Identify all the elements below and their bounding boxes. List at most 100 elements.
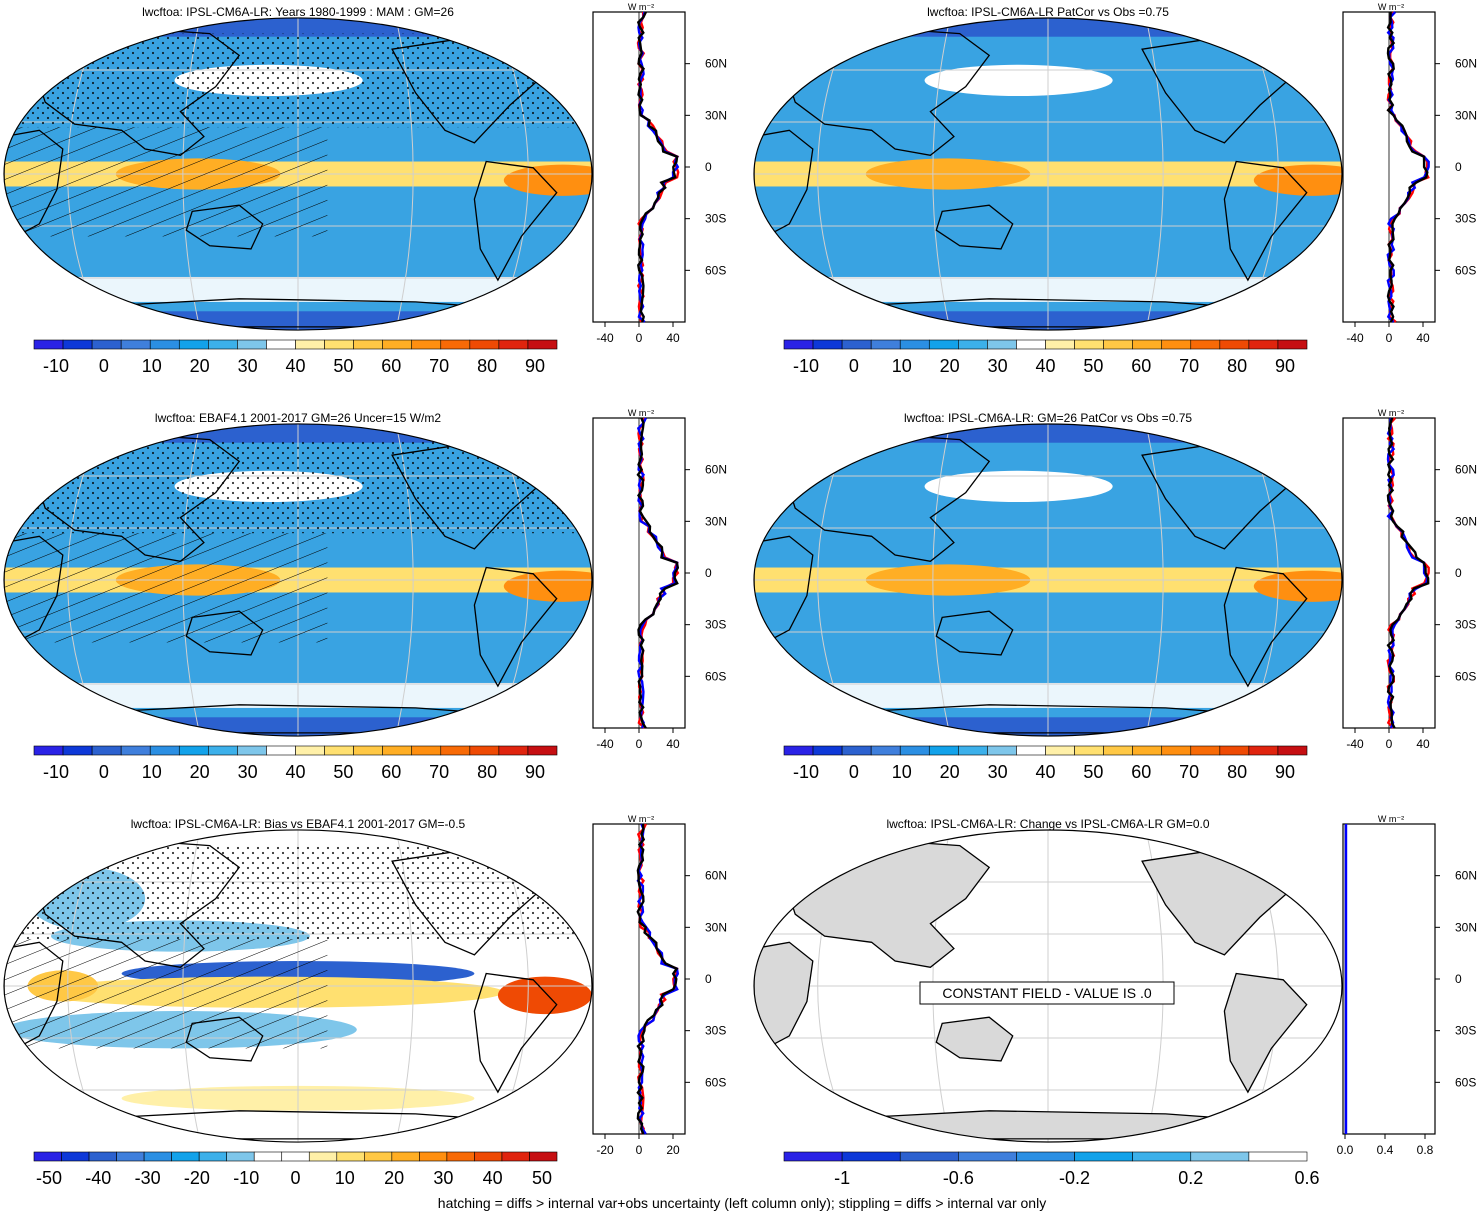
colorbar-label: -1 xyxy=(834,1168,850,1188)
colorbar-label: 50 xyxy=(1083,356,1103,376)
map xyxy=(3,829,593,1143)
colorbar-label: 50 xyxy=(333,762,353,782)
colorbar-label: 0 xyxy=(99,356,109,376)
lat-label: 60N xyxy=(705,869,727,883)
lat-label: 60N xyxy=(1455,463,1477,477)
lat-label: 0 xyxy=(705,566,712,580)
profile-tick: -40 xyxy=(596,331,614,345)
colorbar-label: 50 xyxy=(333,356,353,376)
colorbar-label: 30 xyxy=(238,762,258,782)
colorbar-label: 90 xyxy=(1275,762,1295,782)
colorbar-label: 70 xyxy=(429,356,449,376)
lat-label: 30N xyxy=(1455,108,1477,122)
colorbar-label: 80 xyxy=(1227,762,1247,782)
lat-label: 60N xyxy=(1455,869,1477,883)
profile-tick: -20 xyxy=(596,1143,614,1157)
colorbar-label: 70 xyxy=(429,762,449,782)
colorbar-label: -10 xyxy=(793,356,819,376)
profile-tick: 0 xyxy=(636,1143,643,1157)
lat-label: 60S xyxy=(705,263,726,277)
lat-label: 60S xyxy=(705,669,726,683)
lat-label: 0 xyxy=(705,160,712,174)
map xyxy=(753,17,1343,331)
map-border xyxy=(3,423,593,737)
colorbar-label: 50 xyxy=(1083,762,1103,782)
lat-label: 30N xyxy=(705,920,727,934)
lat-label: 30S xyxy=(705,212,726,226)
lat-label: 30S xyxy=(1455,618,1476,632)
map-border xyxy=(753,17,1343,331)
lat-label: 30S xyxy=(705,618,726,632)
profile-unit: W m⁻² xyxy=(628,2,654,12)
continent-asia xyxy=(782,432,991,562)
colorbar-label: -40 xyxy=(85,1168,111,1188)
colorbar-label: 30 xyxy=(238,356,258,376)
colorbar-label: -10 xyxy=(43,762,69,782)
panel-title: lwcftoa: IPSL-CM6A-LR: GM=26 PatCor vs O… xyxy=(904,411,1192,425)
lat-label: 60N xyxy=(705,463,727,477)
colorbar-label: 30 xyxy=(433,1168,453,1188)
map-border xyxy=(753,423,1343,737)
colorbar-label: 90 xyxy=(525,762,545,782)
colorbar-label: 0.6 xyxy=(1294,1168,1319,1188)
profile-mean-line xyxy=(1386,417,1430,729)
profile-tick: 20 xyxy=(666,1143,680,1157)
lat-label: 30S xyxy=(705,1024,726,1038)
continent-australia xyxy=(935,204,1014,250)
profile-unit: W m⁻² xyxy=(628,814,654,824)
panel-title: lwcftoa: EBAF4.1 2001-2017 GM=26 Uncer=1… xyxy=(155,411,441,425)
lat-label: 60N xyxy=(1455,57,1477,71)
zonal-profile: W m⁻² 60N 30N 0 30S 60S -40 0 40 xyxy=(1342,408,1477,751)
colorbar: -10 0 10 20 30 40 50 60 70 80 90 xyxy=(33,339,558,376)
lat-label: 60S xyxy=(1455,1075,1476,1089)
colorbar-label: -10 xyxy=(43,356,69,376)
lat-label: 0 xyxy=(1455,972,1462,986)
continent-australia xyxy=(935,610,1014,656)
lat-label: 30N xyxy=(1455,514,1477,528)
colorbar-label: 40 xyxy=(285,356,305,376)
lat-label: 30S xyxy=(1455,212,1476,226)
map xyxy=(3,17,593,331)
colorbar-label: 10 xyxy=(892,762,912,782)
colorbar-label: 80 xyxy=(477,762,497,782)
panel-title: lwcftoa: IPSL-CM6A-LR: Years 1980-1999 :… xyxy=(142,5,454,19)
continent-australia xyxy=(935,1016,1014,1062)
colorbar: -1 -0.6 -0.2 0.2 0.6 xyxy=(783,1151,1320,1188)
colorbar-label: 40 xyxy=(285,762,305,782)
profile-tick: -40 xyxy=(1346,331,1364,345)
colorbar-label: 20 xyxy=(190,762,210,782)
colorbar-label: 10 xyxy=(335,1168,355,1188)
footnote: hatching = diffs > internal var+obs unce… xyxy=(438,1195,1046,1211)
zonal-profile: W m⁻² 60N 30N 0 30S 60S 0.0 0.4 0.8 xyxy=(1337,814,1477,1157)
panel-4: lwcftoa: IPSL-CM6A-LR: GM=26 PatCor vs O… xyxy=(753,408,1477,782)
lat-label: 30S xyxy=(1455,1024,1476,1038)
lat-label: 0 xyxy=(1455,160,1462,174)
profile-tick: 0 xyxy=(636,331,643,345)
panel-2: lwcftoa: IPSL-CM6A-LR PatCor vs Obs =0.7… xyxy=(753,2,1477,376)
zonal-profile: W m⁻² 60N 30N 0 30S 60S -40 0 40 xyxy=(592,408,727,751)
continent-asia xyxy=(782,26,991,156)
colorbar: -10 0 10 20 30 40 50 60 70 80 90 xyxy=(33,745,558,782)
zonal-profile: W m⁻² 60N 30N 0 30S 60S -40 0 40 xyxy=(592,2,727,345)
map-border xyxy=(3,829,593,1143)
colorbar-label: 30 xyxy=(988,762,1008,782)
colorbar-label: 90 xyxy=(525,356,545,376)
profile-mean-line xyxy=(636,11,679,323)
colorbar-label: 10 xyxy=(142,762,162,782)
profile-mean-line xyxy=(636,823,679,1135)
colorbar-label: 20 xyxy=(384,1168,404,1188)
panel-title: lwcftoa: IPSL-CM6A-LR PatCor vs Obs =0.7… xyxy=(927,5,1169,19)
profile-unit: W m⁻² xyxy=(1378,2,1404,12)
profile-unit: W m⁻² xyxy=(1378,814,1404,824)
colorbar-label: 60 xyxy=(1131,356,1151,376)
profile-tick: 0 xyxy=(1386,331,1393,345)
panel-1: lwcftoa: IPSL-CM6A-LR: Years 1980-1999 :… xyxy=(3,2,727,376)
colorbar-label: 60 xyxy=(381,356,401,376)
colorbar-label: 80 xyxy=(1227,356,1247,376)
profile-tick: 40 xyxy=(666,331,680,345)
colorbar: -50 -40 -30 -20 -10 0 10 20 30 40 50 xyxy=(33,1151,558,1188)
lat-label: 30N xyxy=(705,514,727,528)
zonal-profile: W m⁻² 60N 30N 0 30S 60S -20 0 20 xyxy=(592,814,727,1157)
map-border xyxy=(753,829,1343,1143)
